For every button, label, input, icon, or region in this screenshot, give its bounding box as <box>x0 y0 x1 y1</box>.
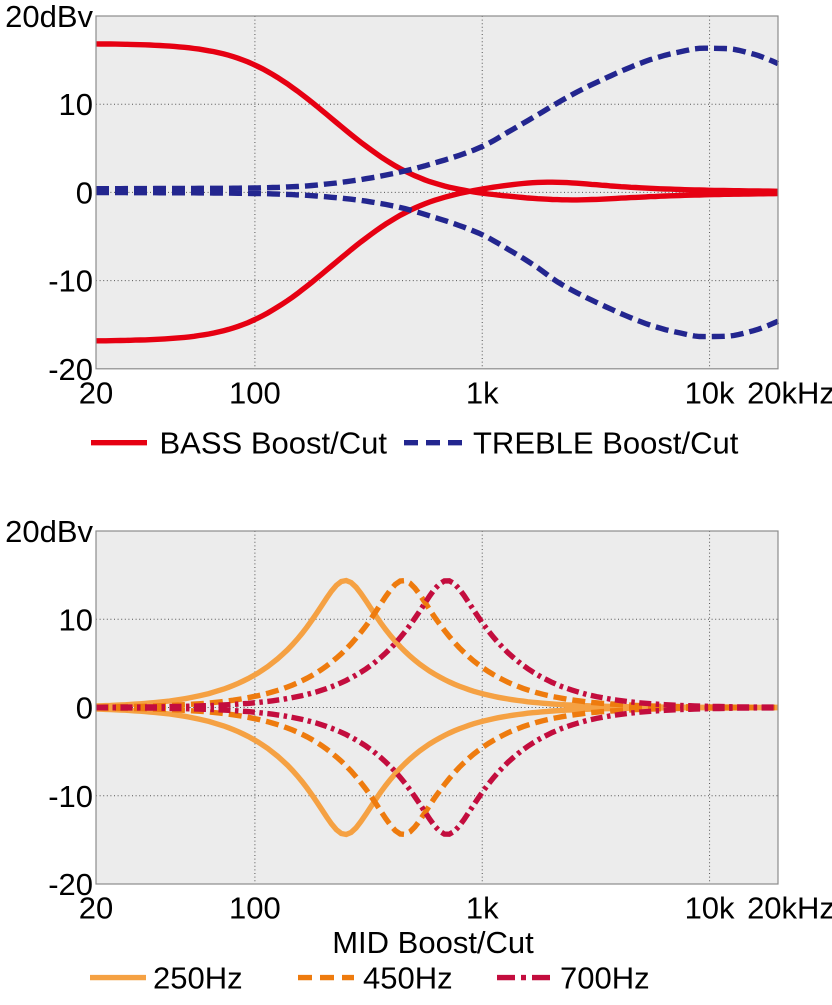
x-tick-label: 10k <box>685 375 735 410</box>
x-tick-label: 1k <box>466 891 499 926</box>
y-tick-label: 0 <box>76 691 93 726</box>
legend-label: 700Hz <box>560 961 650 996</box>
curve-bass-boost-cut-boost <box>95 41 779 203</box>
curve-450hz-boost <box>95 577 779 711</box>
y-tick-label: 10 <box>59 87 93 122</box>
y-tick-label: -10 <box>48 779 93 814</box>
x-tick-label: 20 <box>79 375 113 410</box>
x-tick-label: 100 <box>229 891 281 926</box>
y-tick-label: 10 <box>59 602 93 637</box>
curve-treble-boost-cut-cut <box>96 189 779 340</box>
curve-700hz-boost <box>96 578 779 710</box>
y-tick-label: 0 <box>76 175 93 210</box>
plot-frame <box>95 15 779 370</box>
legend: BASS Boost/Cut TREBLE Boost/Cut <box>91 426 739 461</box>
y-tick-label: -20 <box>48 867 93 902</box>
x-tick-label: 10k <box>685 891 735 926</box>
curve-450hz-cut <box>95 704 779 838</box>
legend-label: TREBLE Boost/Cut <box>473 426 739 461</box>
curve-treble-boost-cut-boost <box>96 45 779 192</box>
y-tick-label: -20 <box>48 352 93 387</box>
x-tick-label: 100 <box>229 375 281 410</box>
curve-700hz-cut <box>96 705 779 837</box>
curve-bass-boost-cut-cut <box>96 179 779 344</box>
y-tick-label: -10 <box>48 264 93 299</box>
x-axis-label: MID Boost/Cut <box>332 925 534 960</box>
legend-label: 250Hz <box>153 961 243 996</box>
y-axis-top-label: 20dBv <box>5 514 93 549</box>
x-tick-label: 20 <box>79 891 113 926</box>
y-axis-top-label: 20dBv <box>5 0 93 34</box>
legend: 250Hz 450Hz 700Hz <box>90 961 650 996</box>
plot-area <box>96 16 778 369</box>
x-tick-label: 20kHz <box>747 375 832 410</box>
plot-frame <box>95 530 779 885</box>
legend-label: BASS Boost/Cut <box>160 426 388 461</box>
x-tick-label: 20kHz <box>747 891 832 926</box>
legend-label: 450Hz <box>363 961 453 996</box>
x-tick-label: 1k <box>466 375 499 410</box>
